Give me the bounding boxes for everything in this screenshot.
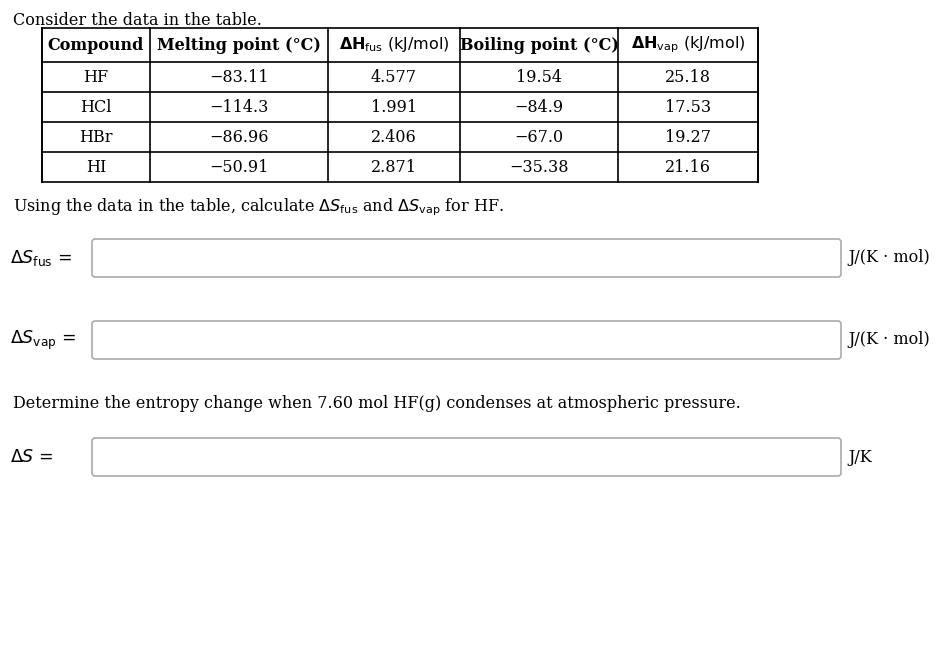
- Text: $\Delta S_{\mathrm{fus}}$ =: $\Delta S_{\mathrm{fus}}$ =: [10, 248, 72, 268]
- Text: −84.9: −84.9: [514, 99, 564, 116]
- Text: $\mathbf{\Delta H_{\mathsf{fus}}}$ (kJ/mol): $\mathbf{\Delta H_{\mathsf{fus}}}$ (kJ/m…: [339, 35, 449, 54]
- Text: $\Delta S$ =: $\Delta S$ =: [10, 448, 53, 466]
- Text: Boiling point (°C): Boiling point (°C): [460, 37, 619, 54]
- Text: Compound: Compound: [48, 37, 144, 54]
- Text: Determine the entropy change when 7.60 mol HF(g) condenses at atmospheric pressu: Determine the entropy change when 7.60 m…: [13, 395, 741, 412]
- Text: J/(K · mol): J/(K · mol): [848, 249, 930, 266]
- Text: −50.91: −50.91: [209, 158, 268, 175]
- Text: HF: HF: [84, 69, 109, 86]
- Text: $\Delta S_{\mathrm{vap}}$ =: $\Delta S_{\mathrm{vap}}$ =: [10, 328, 76, 352]
- Text: Melting point (°C): Melting point (°C): [157, 37, 321, 54]
- Text: HBr: HBr: [79, 128, 112, 145]
- Text: −114.3: −114.3: [209, 99, 268, 116]
- Text: −83.11: −83.11: [209, 69, 268, 86]
- Text: Using the data in the table, calculate $\Delta S_{\mathrm{fus}}$ and $\Delta S_{: Using the data in the table, calculate $…: [13, 196, 504, 218]
- Text: −35.38: −35.38: [509, 158, 568, 175]
- Text: HCl: HCl: [80, 99, 111, 116]
- Text: 19.27: 19.27: [665, 128, 711, 145]
- Text: 2.406: 2.406: [371, 128, 417, 145]
- Text: Consider the data in the table.: Consider the data in the table.: [13, 12, 262, 29]
- Text: 4.577: 4.577: [371, 69, 417, 86]
- Text: −86.96: −86.96: [209, 128, 268, 145]
- Text: J/K: J/K: [848, 449, 872, 466]
- FancyBboxPatch shape: [92, 321, 841, 359]
- Text: J/(K · mol): J/(K · mol): [848, 332, 930, 349]
- Text: $\mathbf{\Delta H_{\mathsf{vap}}}$ (kJ/mol): $\mathbf{\Delta H_{\mathsf{vap}}}$ (kJ/m…: [631, 35, 745, 56]
- FancyBboxPatch shape: [92, 438, 841, 476]
- Text: 2.871: 2.871: [371, 158, 417, 175]
- Text: HI: HI: [86, 158, 107, 175]
- Text: −67.0: −67.0: [514, 128, 564, 145]
- Text: 17.53: 17.53: [664, 99, 711, 116]
- Text: 25.18: 25.18: [665, 69, 711, 86]
- Text: 19.54: 19.54: [516, 69, 562, 86]
- Text: 21.16: 21.16: [665, 158, 711, 175]
- FancyBboxPatch shape: [92, 239, 841, 277]
- Text: 1.991: 1.991: [371, 99, 417, 116]
